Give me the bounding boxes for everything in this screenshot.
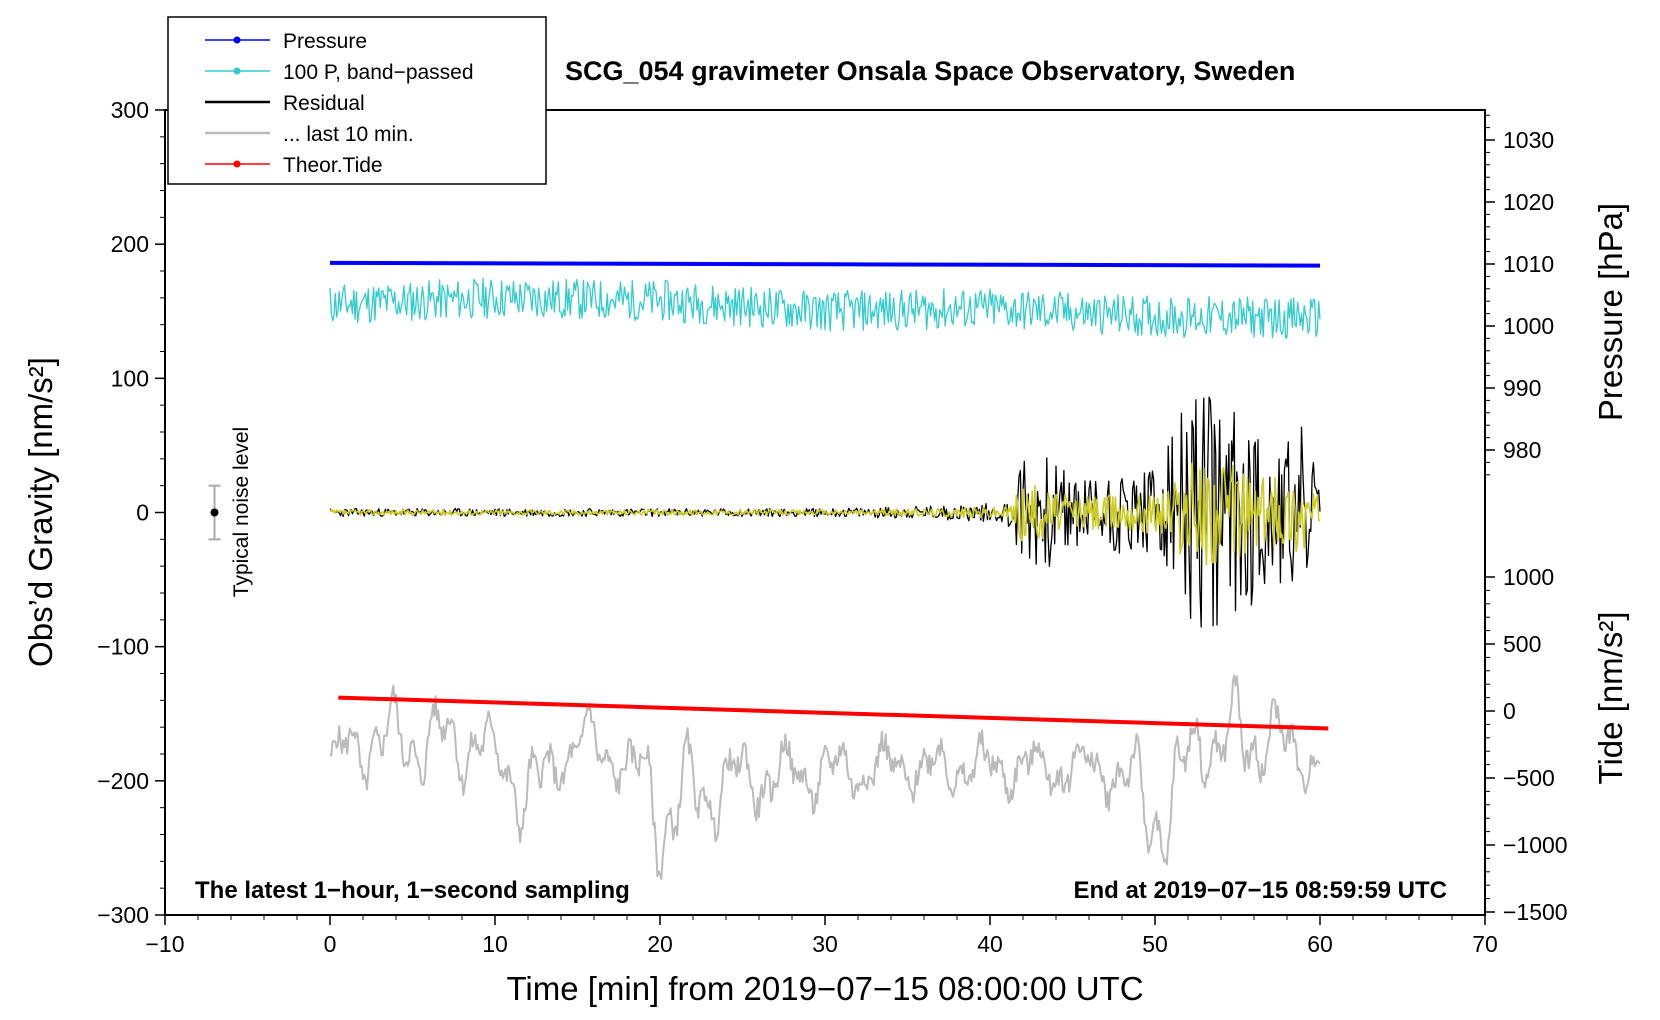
x-tick-label: −10: [145, 931, 184, 957]
x-tick-label: 0: [324, 931, 337, 957]
tide-tick-label: 1000: [1503, 564, 1554, 590]
pressure-tick-label: 1030: [1503, 127, 1554, 153]
legend: Pressure 100 P, band−passed Residual ...…: [167, 16, 547, 185]
y-tick-label: −300: [97, 902, 149, 928]
pressure-tick-label: 980: [1503, 437, 1541, 463]
pressure-tick-label: 1020: [1503, 189, 1554, 215]
y-tick-label: 200: [111, 231, 149, 257]
y-tick-label: 300: [111, 97, 149, 123]
y-axis-title: Obs’d Gravity [nm/s²]: [22, 357, 59, 667]
y-tick-label: 0: [136, 500, 149, 526]
chart-title: SCG_054 gravimeter Onsala Space Observat…: [565, 56, 1295, 86]
tide-tick-label: 0: [1503, 698, 1516, 724]
legend-entry-residual: Residual: [205, 92, 365, 115]
tide-axis-title: Tide [nm/s²]: [1592, 612, 1629, 785]
legend-entry-theor-tide: Theor.Tide: [205, 154, 383, 177]
noise-bar-center: [210, 508, 219, 517]
svg-text:Pressure: Pressure: [283, 30, 367, 53]
svg-text:Residual: Residual: [283, 92, 365, 115]
noise-level-label: Typical noise level: [230, 427, 253, 597]
pressure-tick-label: 1000: [1503, 313, 1554, 339]
tide-tick-label: −1500: [1503, 899, 1568, 925]
svg-text:100 P, band−passed: 100 P, band−passed: [283, 61, 474, 84]
series-100-p-band-passed: [329, 277, 1321, 339]
tide-tick-label: −1000: [1503, 832, 1568, 858]
svg-text:Theor.Tide: Theor.Tide: [283, 154, 383, 177]
x-tick-label: 60: [1307, 931, 1333, 957]
y-tick-label: −100: [97, 634, 149, 660]
x-axis-title: Time [min] from 2019−07−15 08:00:00 UTC: [506, 970, 1143, 1007]
y-tick-label: −200: [97, 768, 149, 794]
series-last-10-min: [329, 674, 1321, 881]
sampling-note: The latest 1−hour, 1−second sampling: [195, 877, 630, 904]
pressure-axis-title: Pressure [hPa]: [1592, 203, 1629, 421]
x-tick-label: 20: [647, 931, 673, 957]
legend-entry-last-10-min: ... last 10 min.: [205, 123, 414, 146]
series-residual-band-passed: [329, 462, 1321, 566]
pressure-tick-label: 990: [1503, 375, 1541, 401]
x-tick-label: 50: [1142, 931, 1168, 957]
tide-tick-label: 500: [1503, 631, 1541, 657]
pressure-tick-label: 1010: [1503, 251, 1554, 277]
legend-entry-pressure: Pressure: [205, 30, 367, 53]
series-theor-tide: [338, 695, 1329, 731]
end-time-note: End at 2019−07−15 08:59:59 UTC: [1073, 877, 1447, 904]
y-tick-label: 100: [111, 365, 149, 391]
legend-box: [167, 16, 547, 185]
series-pressure: [329, 260, 1321, 268]
legend-entry-band-passed: 100 P, band−passed: [205, 61, 474, 84]
x-tick-label: 10: [482, 931, 508, 957]
tide-tick-label: −500: [1503, 765, 1555, 791]
data-series: [329, 260, 1329, 881]
x-tick-label: 70: [1472, 931, 1498, 957]
x-tick-label: 40: [977, 931, 1003, 957]
axis-ticks: −10 0 10 20 30 40 50 60 703002001000−100−200−300…: [97, 97, 1567, 957]
svg-text:... last 10 min.: ... last 10 min.: [283, 123, 414, 146]
x-tick-label: 30: [812, 931, 838, 957]
